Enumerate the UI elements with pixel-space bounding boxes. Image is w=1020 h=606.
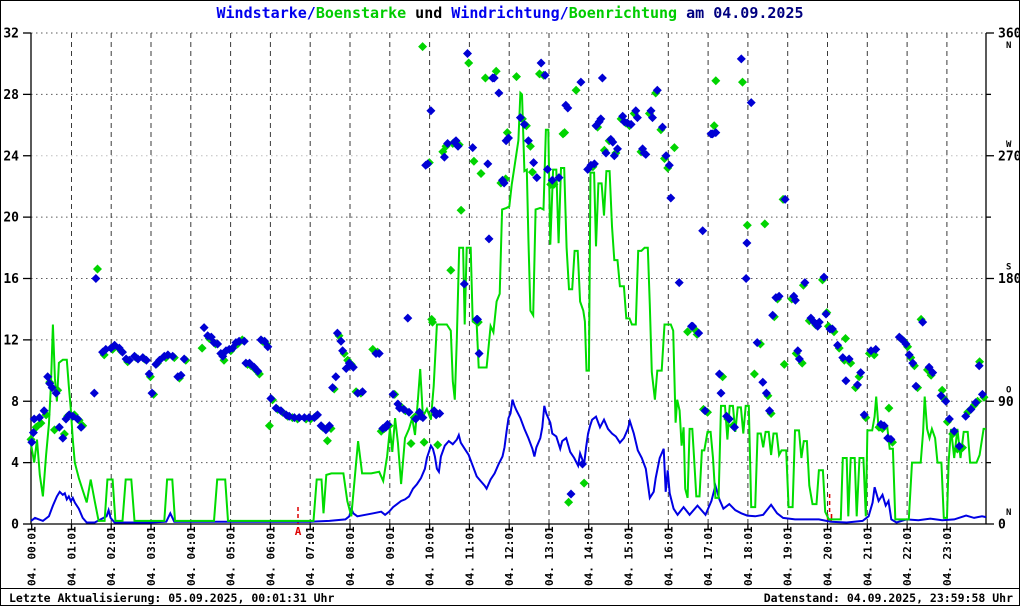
title-part-2: und — [406, 4, 452, 22]
boenstaerke-line — [30, 90, 986, 522]
title-part-5: am 04.09.2025 — [677, 4, 804, 22]
windrichtung-scatter — [27, 49, 987, 499]
svg-text:04. 18:01: 04. 18:01 — [742, 526, 755, 586]
horizontal-gridlines — [31, 32, 986, 464]
svg-text:04. 21:01: 04. 21:01 — [861, 526, 874, 586]
svg-text:04. 14:01: 04. 14:01 — [583, 526, 596, 586]
svg-text:04. 09:01: 04. 09:01 — [384, 526, 397, 586]
svg-text:270: 270 — [998, 149, 1020, 164]
svg-text:04. 06:01: 04. 06:01 — [264, 526, 277, 586]
svg-text:O: O — [1006, 385, 1012, 395]
svg-text:8: 8 — [11, 395, 19, 410]
title-part-1: Boenstarke — [315, 4, 407, 22]
svg-text:32: 32 — [3, 27, 19, 42]
svg-text:180: 180 — [998, 272, 1020, 287]
svg-text:S: S — [1006, 263, 1011, 273]
vertical-gridlines — [71, 33, 948, 524]
svg-text:04. 17:01: 04. 17:01 — [702, 526, 715, 586]
svg-text:N: N — [1006, 41, 1011, 51]
svg-text:28: 28 — [3, 88, 19, 103]
svg-text:360: 360 — [998, 27, 1020, 42]
y-left-labels: 0 4 8 12 16 20 24 28 32 — [3, 27, 19, 533]
svg-text:04. 13:01: 04. 13:01 — [543, 526, 556, 586]
svg-text:W: W — [1006, 140, 1012, 150]
svg-text:04. 05:01: 04. 05:01 — [225, 526, 238, 586]
svg-text:04. 15:01: 04. 15:01 — [623, 526, 636, 586]
svg-text:12: 12 — [3, 333, 19, 348]
svg-text:04. 02:01: 04. 02:01 — [105, 526, 118, 586]
svg-text:04. 01:01: 04. 01:01 — [66, 526, 79, 586]
svg-text:04. 04:01: 04. 04:01 — [185, 526, 198, 586]
boenrichtung-scatter — [26, 42, 989, 507]
svg-text:04. 03:01: 04. 03:01 — [145, 526, 158, 586]
svg-text:04. 10:01: 04. 10:01 — [424, 526, 437, 586]
svg-text:24: 24 — [3, 149, 19, 164]
svg-text:N: N — [1006, 508, 1011, 518]
svg-text:04. 11:01: 04. 11:01 — [463, 526, 476, 586]
svg-text:04. 19:01: 04. 19:01 — [782, 526, 795, 586]
status-bar: Letzte Aktualisierung: 05.09.2025, 00:01… — [1, 588, 1019, 605]
chart-title: Windstarke/Boenstarke und Windrichtung/B… — [1, 4, 1019, 22]
svg-text:04. 20:01: 04. 20:01 — [822, 526, 835, 586]
x-tick-labels: 04. 00:01 04. 01:01 04. 02:01 04. 03:01 04. … — [26, 526, 954, 586]
axes — [23, 32, 994, 529]
data-state-text: Datenstand: 04.09.2025, 23:59:58 Uhr — [763, 591, 1013, 605]
svg-text:04. 07:01: 04. 07:01 — [304, 526, 317, 586]
title-part-4: Boenrichtung — [568, 4, 678, 22]
title-part-3: Windrichtung/ — [451, 4, 569, 22]
title-part-0: Windstarke/ — [216, 4, 316, 22]
svg-text:0: 0 — [11, 518, 19, 533]
svg-text:90: 90 — [998, 395, 1014, 410]
svg-text:20: 20 — [3, 211, 19, 226]
svg-text:A: A — [295, 525, 302, 538]
svg-text:04. 00:01: 04. 00:01 — [26, 526, 39, 586]
svg-text:04. 23:01: 04. 23:01 — [941, 526, 954, 586]
svg-text:4: 4 — [11, 456, 19, 471]
svg-text:04. 12:01: 04. 12:01 — [503, 526, 516, 586]
svg-text:04. 08:01: 04. 08:01 — [344, 526, 357, 586]
svg-text:04. 16:01: 04. 16:01 — [662, 526, 675, 586]
last-update-text: Letzte Aktualisierung: 05.09.2025, 00:01… — [9, 591, 335, 605]
svg-text:16: 16 — [3, 272, 19, 287]
svg-text:04. 22:01: 04. 22:01 — [901, 526, 914, 586]
svg-text:0: 0 — [998, 518, 1006, 533]
